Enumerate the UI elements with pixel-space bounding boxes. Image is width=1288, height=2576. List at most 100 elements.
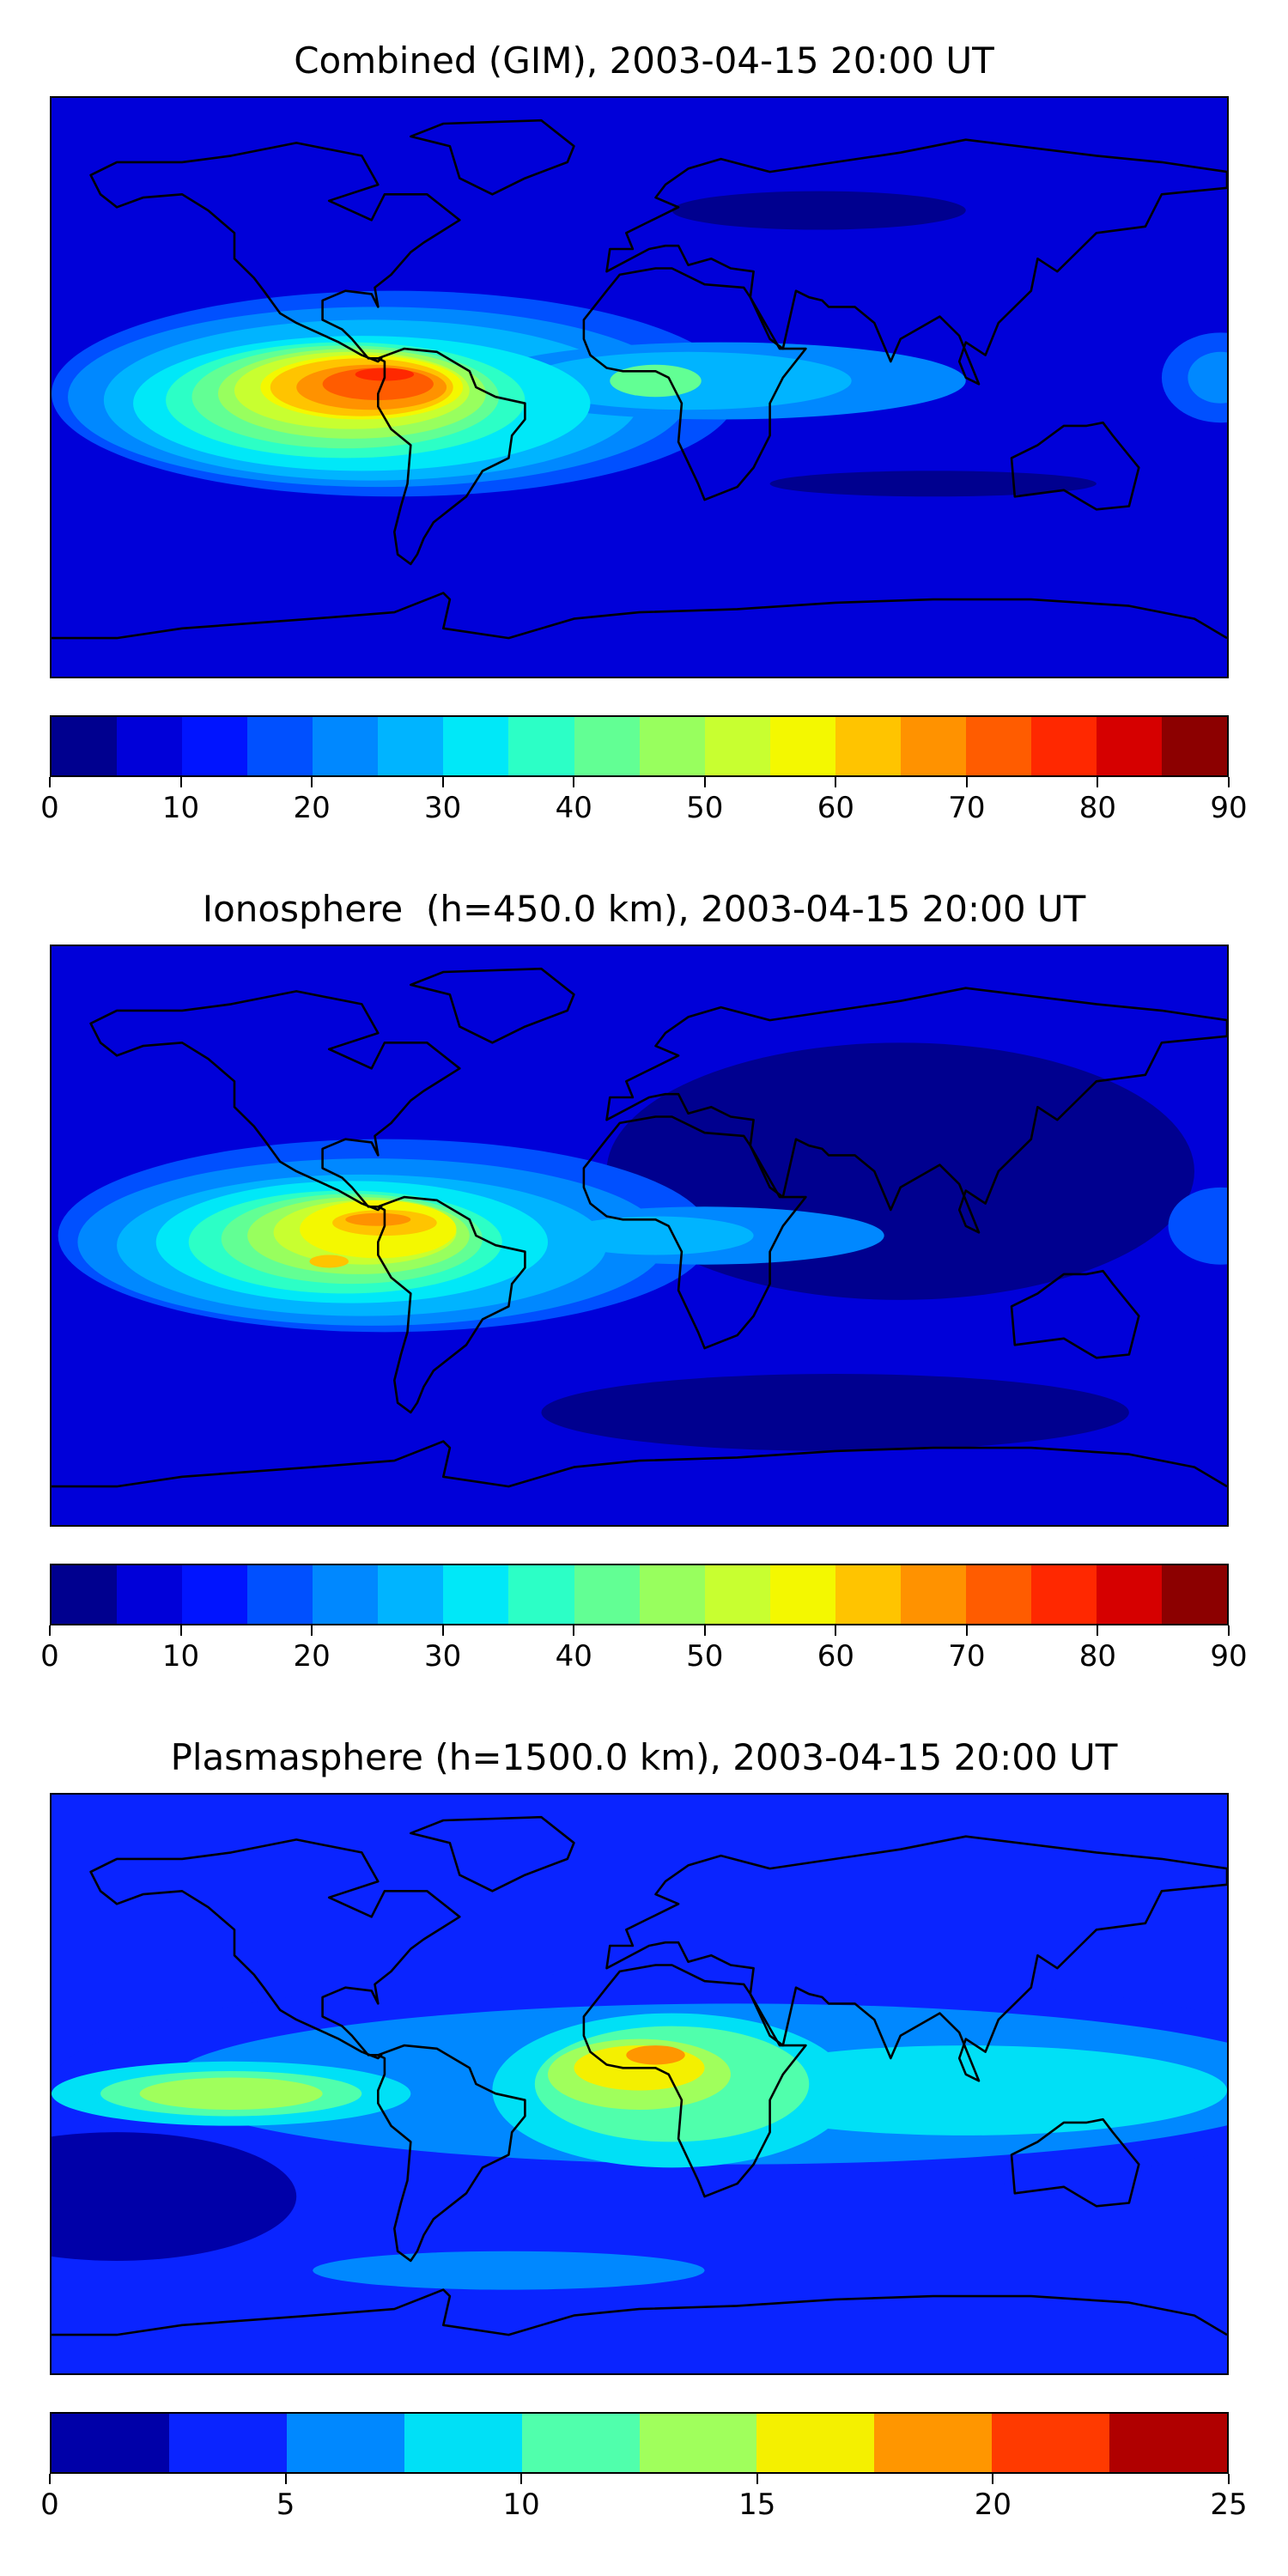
- colorbar-segment: [117, 1565, 183, 1624]
- colorbar-segment: [313, 1565, 379, 1624]
- colorbar-segment: [117, 717, 183, 775]
- colorbar-tick-label: 10: [161, 791, 200, 825]
- colorbar-segment: [378, 717, 444, 775]
- colorbar-tick-label: 10: [502, 2488, 540, 2522]
- colorbar-tick-mark: [311, 1625, 313, 1636]
- colorbar-segment: [247, 717, 313, 775]
- panel-combined: Combined (GIM), 2003-04-15 20:00 UT 0 10 2…: [0, 0, 1288, 859]
- colorbar-tick-mark: [703, 777, 706, 787]
- tec-map-ionosphere: [50, 945, 1229, 1527]
- tec-contour-region: [671, 191, 966, 230]
- colorbar-tick-mark: [1228, 2474, 1230, 2484]
- colorbar-segment: [835, 717, 901, 775]
- coastline-australia: [1010, 2117, 1140, 2208]
- panel-title: Combined (GIM), 2003-04-15 20:00 UT: [294, 39, 994, 82]
- colorbar-segment: [756, 2414, 875, 2472]
- colorbar-segment: [1109, 2414, 1228, 2472]
- tec-contour-region: [610, 364, 702, 398]
- colorbar-tick-label: 90: [1210, 1639, 1248, 1674]
- colorbar-segment: [1097, 717, 1163, 775]
- colorbar-tick-label: 60: [817, 791, 854, 825]
- colorbar-tick-label: 20: [974, 2488, 1012, 2522]
- tec-contour-region: [52, 2132, 297, 2261]
- coastline-north-america: [89, 142, 461, 363]
- tec-contour-region: [541, 1374, 1129, 1451]
- colorbar-segment: [1162, 717, 1228, 775]
- coastline-australia: [1010, 421, 1140, 511]
- coastline-antarctica: [52, 1440, 1227, 1488]
- colorbar-tick-label: 30: [424, 1639, 462, 1674]
- colorbar-tick-mark: [1097, 1625, 1099, 1636]
- colorbar-ticks: 0 10 20 30 40 50 60 70 80 90: [40, 1625, 1248, 1677]
- coastline-africa: [582, 267, 807, 501]
- tec-contour-region: [139, 2077, 323, 2110]
- colorbar-tick-label: 90: [1210, 791, 1248, 825]
- tec-map-combined: [50, 96, 1229, 678]
- colorbar-segment: [286, 2414, 404, 2472]
- colorbar-tick-mark: [49, 1625, 51, 1636]
- colorbar-tick-label: 50: [686, 1639, 724, 1674]
- colorbar-segment: [52, 717, 118, 775]
- tec-contour-region: [345, 1212, 411, 1226]
- colorbar-tick-mark: [835, 777, 837, 787]
- tec-contour-region: [1188, 351, 1227, 404]
- colorbar-tick-mark: [49, 777, 51, 787]
- coastline-eurasia: [605, 138, 1227, 386]
- colorbar-segment: [443, 717, 509, 775]
- colorbar-tick-label: 60: [817, 1639, 854, 1674]
- coastline-greenland: [410, 1815, 575, 1893]
- colorbar-tick-mark: [284, 2474, 287, 2484]
- colorbar-segment: [508, 717, 574, 775]
- colorbar-segment: [52, 1565, 118, 1624]
- colorbar-tick-mark: [441, 777, 444, 787]
- tec-contour-region: [309, 1255, 349, 1268]
- colorbar-segment: [1030, 1565, 1097, 1624]
- colorbar-tick-label: 40: [555, 1639, 592, 1674]
- colorbar-tick-mark: [703, 1625, 706, 1636]
- colorbar-segment: [168, 2414, 287, 2472]
- colorbar-segment: [1097, 1565, 1163, 1624]
- colorbar-tick-mark: [573, 777, 575, 787]
- panel-title: Ionosphere (h=450.0 km), 2003-04-15 20:0…: [202, 888, 1086, 930]
- coastline-south-america: [377, 347, 526, 566]
- coastline-north-america: [89, 1838, 461, 2060]
- coastline-africa: [582, 1115, 807, 1350]
- colorbar-segment: [182, 1565, 248, 1624]
- colorbar-tick-mark: [49, 2474, 51, 2484]
- map-plot: [52, 98, 1227, 677]
- panel-plasmasphere: Plasmasphere (h=1500.0 km), 2003-04-15 2…: [0, 1697, 1288, 2576]
- colorbar-tick-label: 10: [161, 1639, 200, 1674]
- panel-ionosphere: Ionosphere (h=450.0 km), 2003-04-15 20:0…: [0, 848, 1288, 1707]
- colorbar-segment: [992, 2414, 1110, 2472]
- colorbar-segment: [508, 1565, 574, 1624]
- colorbar-tick-label: 80: [1078, 791, 1117, 825]
- colorbar-tick-label: 15: [738, 2488, 776, 2522]
- colorbar-tick-label: 70: [948, 791, 986, 825]
- colorbar-segment: [639, 717, 705, 775]
- coastline-greenland: [410, 967, 575, 1044]
- coastline-antarctica: [52, 2288, 1227, 2336]
- colorbar-tick-mark: [1228, 1625, 1230, 1636]
- colorbar-tick-label: 0: [40, 791, 59, 825]
- colorbar-tick-mark: [520, 2474, 523, 2484]
- colorbar-tick-label: 50: [686, 791, 724, 825]
- colorbar-segment: [404, 2414, 522, 2472]
- tec-contour-region: [704, 2045, 1227, 2136]
- colorbar-segment: [1162, 1565, 1228, 1624]
- colorbar-tick-label: 0: [40, 2488, 59, 2522]
- colorbar-tick-label: 40: [555, 791, 592, 825]
- coastline-north-america: [89, 990, 461, 1212]
- tec-contour-region: [313, 2251, 705, 2290]
- colorbar-segment: [769, 717, 835, 775]
- colorbar-segment: [521, 2414, 640, 2472]
- colorbar-tick-label: 80: [1078, 1639, 1117, 1674]
- colorbar-segment: [378, 1565, 444, 1624]
- colorbar-segment: [247, 1565, 313, 1624]
- colorbar-tick-mark: [965, 1625, 968, 1636]
- colorbar-segment: [639, 1565, 705, 1624]
- tec-contour-region: [626, 2045, 685, 2065]
- colorbar-segment: [769, 1565, 835, 1624]
- colorbar-segment: [874, 2414, 993, 2472]
- colorbar-tick-mark: [1097, 777, 1099, 787]
- colorbar-tick-mark: [1228, 777, 1230, 787]
